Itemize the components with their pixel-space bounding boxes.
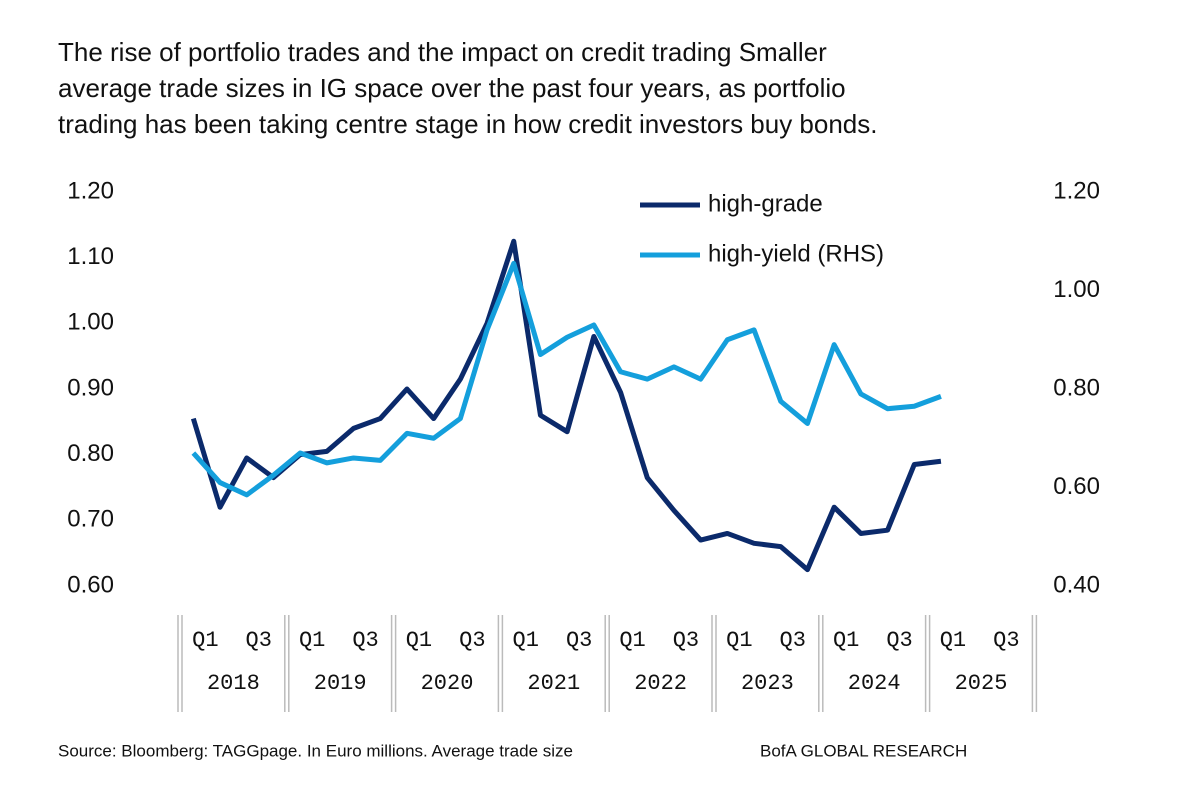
y-tick-label: 0.60 xyxy=(67,571,114,598)
x-group-label: 2019 xyxy=(314,671,367,696)
x-group-label: 2020 xyxy=(421,671,474,696)
x-group-label: 2018 xyxy=(207,671,260,696)
x-tick-label: Q1 xyxy=(940,628,966,653)
y-tick-label: 0.80 xyxy=(67,440,114,467)
x-tick-label: Q1 xyxy=(833,628,859,653)
x-tick-label: Q1 xyxy=(726,628,752,653)
legend-label: high-grade xyxy=(708,190,823,217)
line-series xyxy=(191,260,942,498)
x-group-label: 2023 xyxy=(741,671,794,696)
y-tick-label: 0.70 xyxy=(67,506,114,533)
x-group-label: 2022 xyxy=(634,671,687,696)
y2-tick-label: 1.20 xyxy=(1053,177,1100,204)
x-tick-label: Q1 xyxy=(406,628,432,653)
y-tick-label: 0.90 xyxy=(67,374,114,401)
x-tick-label: Q3 xyxy=(566,628,592,653)
y-tick-label: 1.10 xyxy=(67,243,114,270)
x-group-label: 2024 xyxy=(848,671,901,696)
x-tick-label: Q1 xyxy=(513,628,539,653)
legend-label: high-yield (RHS) xyxy=(708,240,884,267)
y2-tick-label: 0.60 xyxy=(1053,473,1100,500)
x-tick-label: Q3 xyxy=(352,628,378,653)
y2-tick-label: 0.80 xyxy=(1053,374,1100,401)
x-tick-label: Q3 xyxy=(459,628,485,653)
credit: BofA GLOBAL RESEARCH xyxy=(760,741,967,760)
x-tick-label: Q3 xyxy=(780,628,806,653)
x-tick-label: Q3 xyxy=(246,628,272,653)
x-group-label: 2021 xyxy=(527,671,580,696)
y-tick-label: 1.00 xyxy=(67,309,114,336)
y2-tick-label: 1.00 xyxy=(1053,276,1100,303)
x-tick-label: Q1 xyxy=(619,628,645,653)
x-tick-label: Q3 xyxy=(886,628,912,653)
x-tick-label: Q1 xyxy=(299,628,325,653)
x-tick-label: Q3 xyxy=(673,628,699,653)
chart-title: The rise of portfolio trades and the imp… xyxy=(58,37,878,139)
y-tick-label: 1.20 xyxy=(67,177,114,204)
line-series xyxy=(190,238,942,573)
x-tick-label: Q3 xyxy=(993,628,1019,653)
x-group-label: 2025 xyxy=(955,671,1008,696)
x-tick-label: Q1 xyxy=(192,628,218,653)
source: Source: Bloomberg: TAGGpage. In Euro mil… xyxy=(58,741,573,760)
y2-tick-label: 0.40 xyxy=(1053,571,1100,598)
